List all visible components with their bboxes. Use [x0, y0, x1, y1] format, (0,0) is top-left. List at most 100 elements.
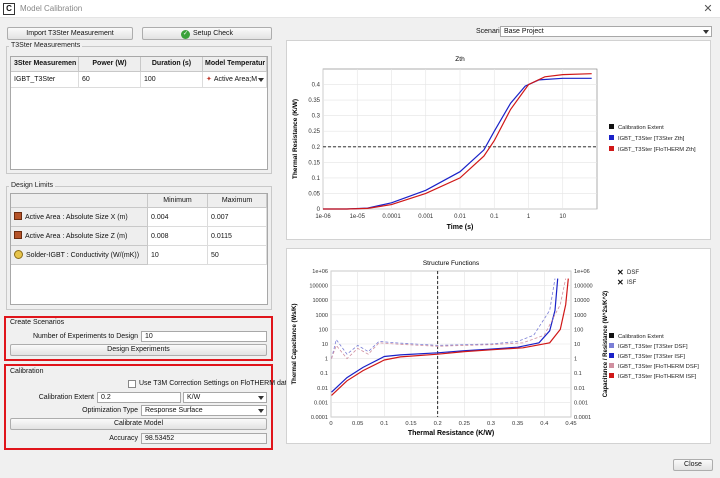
y-tick-label: 1	[325, 357, 328, 363]
table-cell[interactable]: 0.007	[208, 208, 267, 227]
row-label: Active Area : Absolute Size X (m)	[25, 214, 128, 221]
close-window-icon[interactable]: ✕	[703, 3, 713, 15]
y2-tick-label: 0.1	[574, 371, 582, 377]
x-tick-label: 0.3	[487, 421, 495, 427]
row-label: Solder-IGBT : Conductivity (W/(mK))	[26, 252, 140, 259]
legend-label: IGBT_T3Ster [FloTHERM Zth]	[618, 147, 696, 153]
marker-legend-icon: ✕	[617, 278, 624, 287]
chart-title: Zth	[455, 56, 465, 63]
num-experiments-label: Number of Experiments to Design	[32, 333, 138, 340]
create-scenarios-highlight	[4, 316, 273, 361]
temperature-value: Active Area;M	[213, 76, 258, 83]
legend-label: IGBT_T3Ster [T3Ster Zth]	[618, 136, 685, 142]
y-axis-label: Thermal Capacitance (Ws/K)	[292, 303, 298, 384]
extent-unit-value: K/W	[187, 394, 201, 401]
y-tick-label: 10000	[312, 298, 328, 304]
table-cell[interactable]: 60	[79, 72, 141, 88]
y-tick-label: 0.0001	[311, 415, 328, 421]
marker-legend-label: DSF	[627, 270, 639, 276]
chevron-down-icon	[703, 30, 709, 34]
row-header: Solder-IGBT : Conductivity (W/(mK))	[11, 246, 148, 265]
block-icon	[14, 212, 22, 220]
row-header: Active Area : Absolute Size X (m)	[11, 208, 148, 227]
y2-axis-label: Capacitance / Resistance (W^2s/K^2)	[603, 291, 609, 397]
column-header	[11, 194, 148, 208]
y-tick-label: 0.2	[312, 145, 321, 151]
setup-check-button[interactable]: ✓ Setup Check	[142, 27, 272, 40]
y2-tick-label: 1000	[574, 313, 586, 319]
x-axis-label: Thermal Resistance (K/W)	[408, 430, 494, 437]
material-icon	[14, 250, 23, 259]
y2-tick-label: 1e+06	[574, 269, 590, 275]
extent-unit-select[interactable]: K/W	[183, 392, 267, 403]
y-tick-label: 0	[317, 207, 321, 213]
y2-tick-label: 10	[574, 342, 580, 348]
scenario-select[interactable]: Base Project	[500, 26, 712, 37]
x-tick-label: 0.4	[540, 421, 549, 427]
app-icon: C	[3, 3, 15, 15]
column-header[interactable]: Duration (s)	[141, 57, 203, 72]
y-tick-label: 0.001	[314, 400, 328, 406]
marker-legend-label: ISF	[627, 280, 637, 286]
column-header[interactable]: Power (W)	[79, 57, 141, 72]
legend-label: IGBT_T3Ster [FloTHERM DSF]	[618, 364, 699, 370]
import-t3ster-button[interactable]: Import T3Ster Measurement	[7, 27, 133, 40]
num-experiments-input[interactable]: 10	[141, 331, 267, 342]
setup-check-label: Setup Check	[192, 30, 234, 37]
column-header[interactable]: Minimum	[148, 194, 208, 208]
block-icon	[14, 231, 22, 239]
y-tick-label: 1000	[316, 313, 328, 319]
table-cell[interactable]: 0.0115	[208, 227, 267, 246]
table-cell[interactable]: 0.008	[148, 227, 208, 246]
column-header[interactable]: Model Temperatur	[203, 57, 267, 72]
temperature-select[interactable]: ✦ Active Area;M	[203, 72, 267, 88]
y-tick-label: 0.05	[308, 191, 320, 197]
scenario-value: Base Project	[504, 28, 544, 35]
x-tick-label: 0.35	[512, 421, 523, 427]
x-tick-label: 0.45	[565, 421, 576, 427]
series-line	[331, 278, 559, 393]
calibrate-model-button[interactable]: Calibrate Model	[10, 418, 267, 430]
chevron-down-icon	[258, 409, 264, 413]
table-cell[interactable]: 100	[141, 72, 203, 88]
design-limits-group	[6, 186, 272, 310]
table-cell[interactable]: IGBT_T3Ster	[11, 72, 79, 88]
design-experiments-button[interactable]: Design Experiments	[10, 344, 267, 356]
legend-swatch	[609, 124, 614, 129]
y2-tick-label: 0.0001	[574, 415, 591, 421]
legend-swatch	[609, 146, 614, 151]
x-tick-label: 0.05	[352, 421, 363, 427]
y-tick-label: 0.15	[308, 160, 320, 166]
x-axis-label: Time (s)	[447, 224, 474, 231]
row-label: Active Area : Absolute Size Z (m)	[25, 233, 128, 240]
structure-functions-chart: 0.00010.0010.010.11101001000100001000001…	[292, 260, 699, 437]
design-limits-title: Design Limits	[9, 182, 56, 189]
opt-type-select[interactable]: Response Surface	[141, 405, 267, 416]
y-tick-label: 0.1	[312, 176, 321, 182]
x-tick-label: 0.15	[405, 421, 416, 427]
chevron-down-icon	[258, 396, 264, 400]
legend-swatch	[609, 343, 614, 348]
x-tick-label: 0.0001	[382, 214, 401, 220]
y2-tick-label: 0.01	[574, 386, 585, 392]
close-button[interactable]: Close	[673, 459, 713, 471]
legend-label: IGBT_T3Ster [T3Ster ISF]	[618, 354, 685, 360]
extent-input[interactable]: 0.2	[97, 392, 181, 403]
table-cell[interactable]: 50	[208, 246, 267, 265]
y2-tick-label: 1	[574, 357, 577, 363]
table-cell[interactable]: 0.004	[148, 208, 208, 227]
accuracy-label: Accuracy	[109, 435, 138, 442]
column-header[interactable]: Maximum	[208, 194, 267, 208]
row-header: Active Area : Absolute Size Z (m)	[11, 227, 148, 246]
table-cell[interactable]: 10	[148, 246, 208, 265]
t3m-checkbox[interactable]	[128, 380, 136, 388]
column-header[interactable]: 3Ster Measuremen	[11, 57, 79, 72]
x-tick-label: 0.1	[380, 421, 388, 427]
calibration-highlight	[4, 364, 273, 450]
t3ster-group-title: T3Ster Measurements	[9, 42, 83, 49]
structure-chart-panel: 0.0001 0.001 0.01 0.1 1 10 100 1000 10000 100000 1…	[286, 248, 711, 444]
y-tick-label: 0.1	[320, 371, 328, 377]
calibration-title: Calibration	[10, 368, 44, 375]
y-tick-label: 0.3	[312, 114, 321, 120]
y2-tick-label: 0.001	[574, 400, 588, 406]
